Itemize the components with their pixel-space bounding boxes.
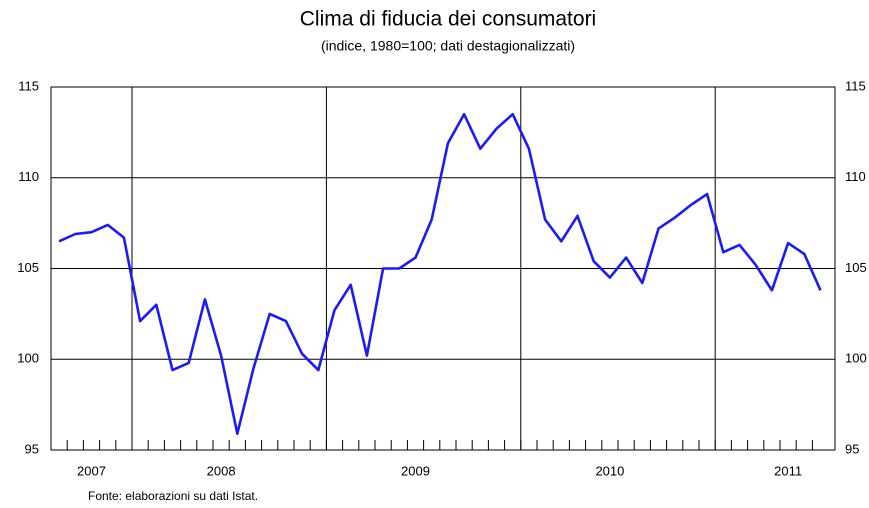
chart-title: Clima di fiducia dei consumatori [300, 8, 596, 31]
y-tick-label: 105 [17, 260, 39, 275]
y-tick-label: 110 [18, 169, 39, 184]
y-tick-label: 95 [25, 441, 39, 456]
y2-tick-label: 95 [845, 441, 859, 456]
source-note: Fonte: elaborazioni su dati Istat. [88, 489, 258, 503]
x-tick-label: 2007 [77, 463, 106, 478]
x-tick-label: 2010 [595, 463, 624, 478]
y2-tick-label: 110 [845, 169, 866, 184]
y2-tick-label: 105 [845, 260, 867, 275]
x-tick-label: 2011 [774, 463, 802, 478]
x-tick-label: 2008 [207, 463, 236, 478]
y2-tick-label: 100 [845, 351, 867, 366]
chart-subtitle: (indice, 1980=100; dati destagionalizzat… [321, 38, 575, 54]
y2-tick-label: 115 [845, 78, 866, 93]
y-tick-label: 115 [18, 78, 39, 93]
data-line [58, 112, 822, 435]
y-tick-label: 100 [17, 351, 39, 366]
x-tick-label: 2009 [401, 463, 430, 478]
